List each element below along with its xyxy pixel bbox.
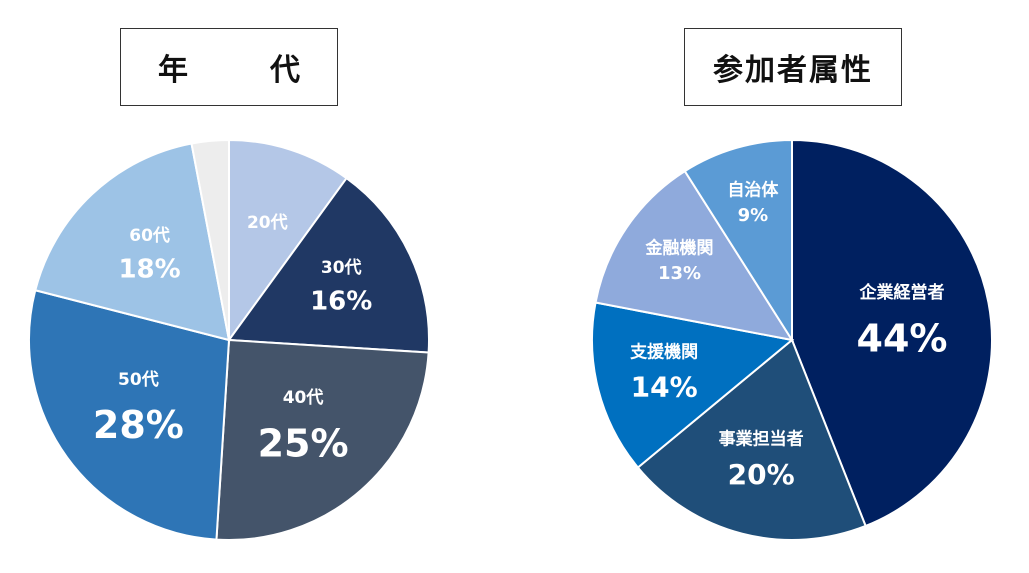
pie1-slice-2-value: 14% bbox=[631, 371, 698, 404]
pie0-slice-2-label: 40代 bbox=[283, 387, 324, 408]
pie0-slice-2-value: 25% bbox=[258, 421, 349, 465]
pie1-slice-0-value: 44% bbox=[857, 316, 948, 360]
pie0-slice-3-value: 28% bbox=[93, 403, 184, 447]
pie0-slice-0 bbox=[228, 138, 348, 344]
pie1-slice-4-value: 9% bbox=[738, 205, 769, 226]
pie1-slice-3-label: 金融機関 bbox=[645, 238, 714, 259]
pie0-slice-2 bbox=[215, 338, 430, 541]
pie1-slice-0 bbox=[791, 138, 993, 528]
pie0-slice-0-label: 20代 bbox=[247, 212, 288, 233]
pie1-slice-3-value: 13% bbox=[658, 263, 701, 284]
attribute-chart-title: 参加者属性 bbox=[684, 28, 902, 106]
pie1-slice-4 bbox=[683, 138, 793, 344]
pie1-slice-3 bbox=[594, 169, 795, 342]
pie0-slice-1-label: 30代 bbox=[321, 257, 362, 278]
pie1-slice-2 bbox=[591, 301, 795, 469]
pie0-slice-3-label: 50代 bbox=[118, 369, 159, 390]
pie1-slice-1-label: 事業担当者 bbox=[719, 429, 804, 450]
pie1-slice-1 bbox=[636, 338, 867, 541]
pie0-slice-1-value: 16% bbox=[310, 286, 372, 316]
pie0-slice-4-value: 18% bbox=[118, 255, 180, 285]
pie0-slice-1 bbox=[227, 176, 430, 354]
pie1-slice-2-label: 支援機関 bbox=[630, 341, 698, 362]
pie0-slice-3 bbox=[28, 289, 231, 541]
pie1-slice-0-label: 企業経営者 bbox=[859, 282, 945, 303]
pie0-slice-4 bbox=[34, 142, 231, 342]
pie0-slice-5 bbox=[190, 138, 230, 341]
pie1-slice-1-value: 20% bbox=[728, 458, 795, 491]
pie1-slice-4-label: 自治体 bbox=[727, 180, 779, 201]
pie0-slice-4-label: 60代 bbox=[129, 225, 170, 246]
age-chart-title: 年 代 bbox=[120, 28, 338, 106]
